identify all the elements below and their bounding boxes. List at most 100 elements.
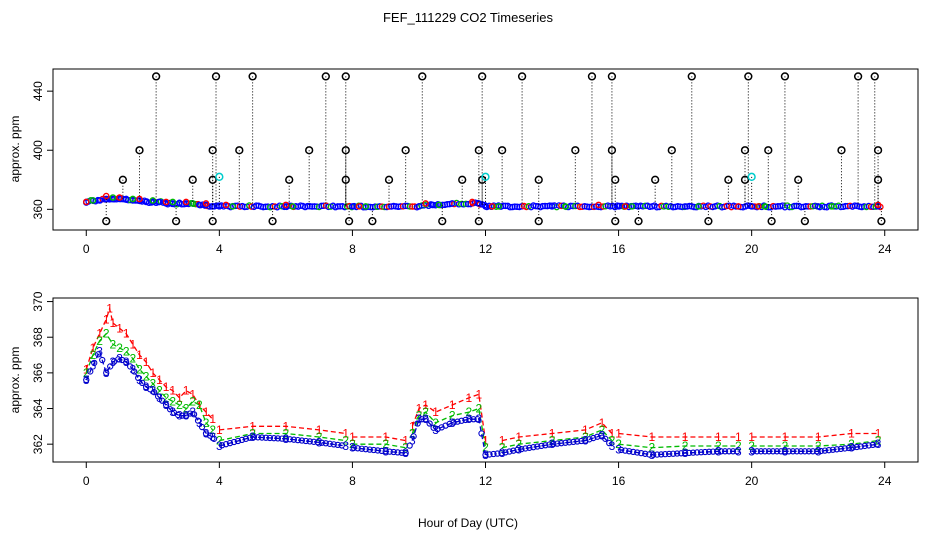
series-3-point — [861, 442, 868, 450]
series-1-marker: 1 — [875, 426, 882, 440]
series-2-marker: 2 — [682, 439, 689, 453]
series-3-point — [801, 448, 809, 455]
cal-green-point — [169, 198, 177, 206]
series-3-point — [139, 379, 146, 387]
series-3-marker: 3 — [209, 430, 216, 444]
series-3-point — [482, 451, 489, 459]
series-3-point — [658, 451, 665, 458]
series-3-point — [598, 432, 605, 439]
cal-blue-point — [102, 195, 110, 203]
spikes-bottom-point — [611, 216, 620, 226]
series-3-point — [278, 435, 286, 442]
cal-green-point — [761, 203, 769, 210]
series-3-point — [606, 439, 613, 447]
series-3-point — [789, 448, 797, 455]
series-1-marker: 1 — [156, 373, 163, 387]
series-3-point — [262, 434, 270, 441]
top-x-tick-label: 16 — [612, 242, 626, 256]
series-3-point — [793, 448, 801, 455]
series-3-point — [294, 436, 302, 444]
spikes-low-point — [873, 175, 883, 184]
cal-green-point — [129, 195, 137, 203]
cal-red-point — [422, 200, 429, 207]
series-3-point — [602, 435, 609, 442]
spikes-high-point — [341, 72, 350, 81]
series-3-point — [370, 446, 377, 454]
cal-green-point — [89, 197, 97, 204]
cal-red-point — [102, 192, 110, 200]
series-3-point — [865, 442, 872, 449]
spikes-bottom-point — [877, 216, 886, 226]
series-1-marker: 1 — [466, 391, 473, 405]
series-2-marker: 2 — [815, 439, 822, 453]
series-2-marker: 2 — [176, 398, 183, 412]
series-3-point — [829, 446, 836, 453]
series-3-point — [785, 448, 793, 455]
top-x-tick-label: 20 — [745, 242, 759, 256]
series-3-point — [286, 436, 294, 443]
spikes-low-point — [285, 175, 294, 184]
series-3-point — [358, 445, 365, 452]
series-3-marker: 3 — [476, 412, 483, 426]
series-1-marker: 1 — [382, 430, 389, 444]
series-3-point — [618, 446, 625, 454]
series-3-point — [146, 386, 154, 393]
series-1-marker: 1 — [123, 327, 130, 341]
series-3-point — [426, 420, 433, 427]
series-3-point — [462, 416, 469, 424]
series-3-marker: 3 — [103, 366, 110, 380]
series-3-point — [514, 446, 521, 453]
series-3-point — [558, 440, 565, 447]
series-1-marker: 1 — [409, 419, 416, 433]
cal-blue-point — [96, 197, 103, 204]
series-3-point — [322, 440, 329, 447]
series-1-marker: 1 — [515, 430, 522, 444]
series-3-point — [206, 432, 214, 439]
top-x-tick-label: 0 — [83, 242, 90, 256]
cal-blue-point — [156, 198, 163, 206]
spikes-low-point — [188, 175, 197, 184]
series-1-marker: 1 — [449, 398, 456, 412]
series-3-point — [338, 442, 345, 449]
bottom-x-tick-label: 0 — [83, 474, 90, 488]
series-2-marker: 2 — [283, 426, 290, 440]
series-3-point — [91, 359, 98, 367]
series-2-marker: 2 — [249, 426, 256, 440]
spikes-low-point — [208, 175, 217, 184]
cal-blue-point — [415, 203, 423, 210]
series-3-point — [594, 433, 601, 440]
cal-blue-point — [615, 203, 622, 210]
series-3-point — [418, 416, 425, 423]
series-3-point — [498, 450, 505, 457]
series-3-marker: 3 — [748, 444, 755, 458]
series-1-marker: 1 — [416, 402, 423, 416]
top-x-tick-label: 24 — [878, 242, 892, 256]
series-2-marker: 2 — [432, 416, 439, 430]
cal-red-point — [488, 203, 496, 210]
cal-green-point — [229, 203, 236, 210]
series-3-point — [478, 430, 485, 437]
series-3-point — [721, 448, 729, 455]
spikes-bottom-point — [474, 216, 483, 226]
spikes-high-point — [211, 72, 221, 81]
series-3-marker: 3 — [422, 412, 429, 426]
series-1-marker: 1 — [176, 391, 183, 405]
series-2-marker: 2 — [349, 437, 356, 451]
series-3-marker: 3 — [156, 391, 163, 405]
cal-green-point — [435, 201, 443, 209]
series-3-marker: 3 — [183, 409, 190, 423]
top-panel: 0 4 8 12 16 20 24 360 400 440 — [31, 72, 892, 256]
series-2-marker: 2 — [549, 434, 556, 448]
series-3-point — [717, 448, 725, 455]
series-1-marker: 1 — [609, 426, 616, 440]
series-3-point — [705, 448, 713, 455]
spikes-high-point — [744, 72, 753, 81]
cal-green-point — [628, 203, 636, 210]
series-3-point — [198, 423, 206, 431]
series-3-point — [350, 444, 357, 452]
series-1-marker: 1 — [189, 387, 196, 401]
series-3-point — [518, 445, 525, 453]
series-3-point — [626, 448, 633, 455]
series-1-marker: 1 — [422, 398, 429, 412]
series-1-marker: 1 — [143, 355, 150, 369]
